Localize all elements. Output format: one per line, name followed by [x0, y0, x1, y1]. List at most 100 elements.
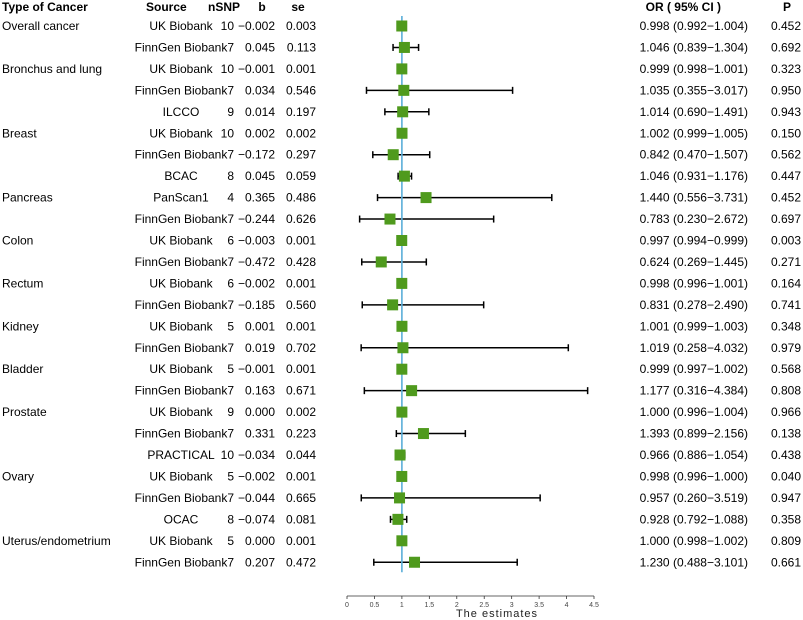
- p-value-cell: 0.452: [771, 191, 801, 205]
- point-estimate: [375, 256, 387, 268]
- b-cell: −0.002: [238, 19, 275, 33]
- se-cell: 0.002: [286, 126, 316, 140]
- se-cell: 0.081: [286, 512, 316, 526]
- se-cell: 0.297: [286, 148, 316, 162]
- x-axis-label: The estimates: [456, 608, 538, 620]
- se-cell: 0.671: [286, 384, 316, 398]
- p-value-cell: 0.562: [771, 148, 801, 162]
- point-estimate: [394, 449, 406, 461]
- or-ci-cell: 1.001 (0.999−1.003): [640, 319, 748, 333]
- b-cell: 0.001: [245, 319, 275, 333]
- cancer-type-cell: Bladder: [2, 362, 43, 376]
- b-cell: 0.331: [245, 427, 275, 441]
- source-cell: FinnGen Biobank: [135, 148, 229, 162]
- table-row: Pancreas PanScan1 4 0.365 0.486 1.440 (0.556−…: [2, 191, 801, 205]
- source-cell: UK Biobank: [149, 319, 213, 333]
- nsnp-cell: 10: [221, 19, 235, 33]
- table-row: FinnGen Biobank 7 0.207 0.472 1.230 (0.488−3…: [135, 555, 802, 569]
- or-ci-cell: 1.046 (0.931−1.176): [640, 169, 748, 183]
- p-value-cell: 0.979: [771, 341, 801, 355]
- nsnp-cell: 9: [227, 405, 234, 419]
- table-row: Prostate UK Biobank 9 0.000 0.002 1.000 (0.99…: [2, 405, 801, 419]
- table-row: Ovary UK Biobank 5 −0.002 0.001 0.998 (0.996−…: [2, 469, 801, 483]
- point-estimate: [409, 556, 421, 568]
- source-cell: FinnGen Biobank: [135, 491, 229, 505]
- nsnp-cell: 5: [227, 469, 234, 483]
- b-cell: −0.244: [238, 212, 275, 226]
- point-estimate: [396, 320, 408, 332]
- nsnp-cell: 9: [227, 105, 234, 119]
- nsnp-cell: 4: [227, 191, 234, 205]
- or-ci-cell: 0.831 (0.278−2.490): [640, 298, 748, 312]
- header-cancer: Type of Cancer: [2, 0, 88, 14]
- table-row: OCAC 8 −0.074 0.081 0.928 (0.792−1.088) 0.358: [164, 512, 802, 526]
- p-value-cell: 0.943: [771, 105, 801, 119]
- point-estimate: [392, 513, 404, 525]
- point-estimate: [396, 127, 408, 139]
- table-row: FinnGen Biobank 7 0.331 0.223 1.393 (0.899−2…: [135, 427, 802, 441]
- nsnp-cell: 7: [227, 212, 234, 226]
- nsnp-cell: 7: [227, 491, 234, 505]
- table-row: Breast UK Biobank 10 0.002 0.002 1.002 (0.999…: [2, 126, 801, 140]
- nsnp-cell: 7: [227, 40, 234, 54]
- p-value-cell: 0.661: [771, 555, 801, 569]
- source-cell: BCAC: [164, 169, 198, 183]
- column-headers: Type of Cancer Source nSNP b se OR ( 95%…: [2, 0, 791, 14]
- source-cell: UK Biobank: [149, 469, 213, 483]
- source-cell: FinnGen Biobank: [135, 555, 229, 569]
- table-row: FinnGen Biobank 7 0.019 0.702 1.019 (0.258−4…: [135, 341, 802, 355]
- or-ci-cell: 0.998 (0.996−1.000): [640, 469, 748, 483]
- cancer-type-cell: Ovary: [2, 469, 34, 483]
- se-cell: 0.001: [286, 234, 316, 248]
- nsnp-cell: 5: [227, 362, 234, 376]
- b-cell: 0.014: [245, 105, 275, 119]
- se-cell: 0.702: [286, 341, 316, 355]
- point-estimate: [396, 406, 408, 418]
- or-ci-cell: 0.999 (0.997−1.002): [640, 362, 748, 376]
- p-value-cell: 0.741: [771, 298, 801, 312]
- source-cell: FinnGen Biobank: [135, 83, 229, 97]
- table-row: BCAC 8 0.045 0.059 1.046 (0.931−1.176) 0.447: [164, 169, 801, 183]
- cancer-type-cell: Pancreas: [2, 191, 53, 205]
- or-ci-cell: 1.393 (0.899−2.156): [640, 427, 748, 441]
- or-ci-cell: 0.966 (0.886−1.054): [640, 448, 748, 462]
- p-value-cell: 0.950: [771, 83, 801, 97]
- nsnp-cell: 7: [227, 555, 234, 569]
- p-value-cell: 0.003: [771, 234, 801, 248]
- b-cell: −0.001: [238, 62, 275, 76]
- p-value-cell: 0.947: [771, 491, 801, 505]
- cancer-type-cell: Kidney: [2, 319, 39, 333]
- point-estimate: [396, 470, 408, 482]
- table-row: FinnGen Biobank 7 −0.172 0.297 0.842 (0.470−…: [135, 148, 802, 162]
- source-cell: FinnGen Biobank: [135, 427, 229, 441]
- x-tick-label: 0: [345, 602, 349, 609]
- point-estimate: [420, 192, 432, 204]
- nsnp-cell: 7: [227, 427, 234, 441]
- se-cell: 0.113: [287, 40, 316, 54]
- x-tick-label: 3.5: [534, 602, 544, 609]
- or-ci-cell: 0.998 (0.992−1.004): [640, 19, 748, 33]
- source-cell: UK Biobank: [149, 62, 213, 76]
- x-tick-label: 1.5: [424, 602, 434, 609]
- se-cell: 0.546: [286, 83, 316, 97]
- se-cell: 0.044: [286, 448, 316, 462]
- point-estimate: [387, 149, 399, 161]
- p-value-cell: 0.568: [771, 362, 801, 376]
- or-ci-cell: 0.842 (0.470−1.507): [640, 148, 748, 162]
- or-ci-cell: 1.177 (0.316−4.384): [640, 384, 748, 398]
- nsnp-cell: 10: [221, 448, 235, 462]
- b-cell: 0.207: [245, 555, 275, 569]
- or-ci-cell: 1.035 (0.355−3.017): [640, 83, 748, 97]
- b-cell: 0.000: [245, 534, 275, 548]
- se-cell: 0.560: [286, 298, 316, 312]
- table-row: FinnGen Biobank 7 −0.185 0.560 0.831 (0.278−…: [135, 298, 802, 312]
- se-cell: 0.001: [286, 62, 316, 76]
- x-tick-label: 4: [565, 602, 569, 609]
- se-cell: 0.486: [286, 191, 316, 205]
- b-cell: −0.002: [238, 469, 275, 483]
- header-or: OR ( 95% CI ): [646, 0, 721, 14]
- or-ci-cell: 0.997 (0.994−0.999): [640, 234, 748, 248]
- se-cell: 0.223: [286, 427, 316, 441]
- point-estimate: [394, 492, 406, 504]
